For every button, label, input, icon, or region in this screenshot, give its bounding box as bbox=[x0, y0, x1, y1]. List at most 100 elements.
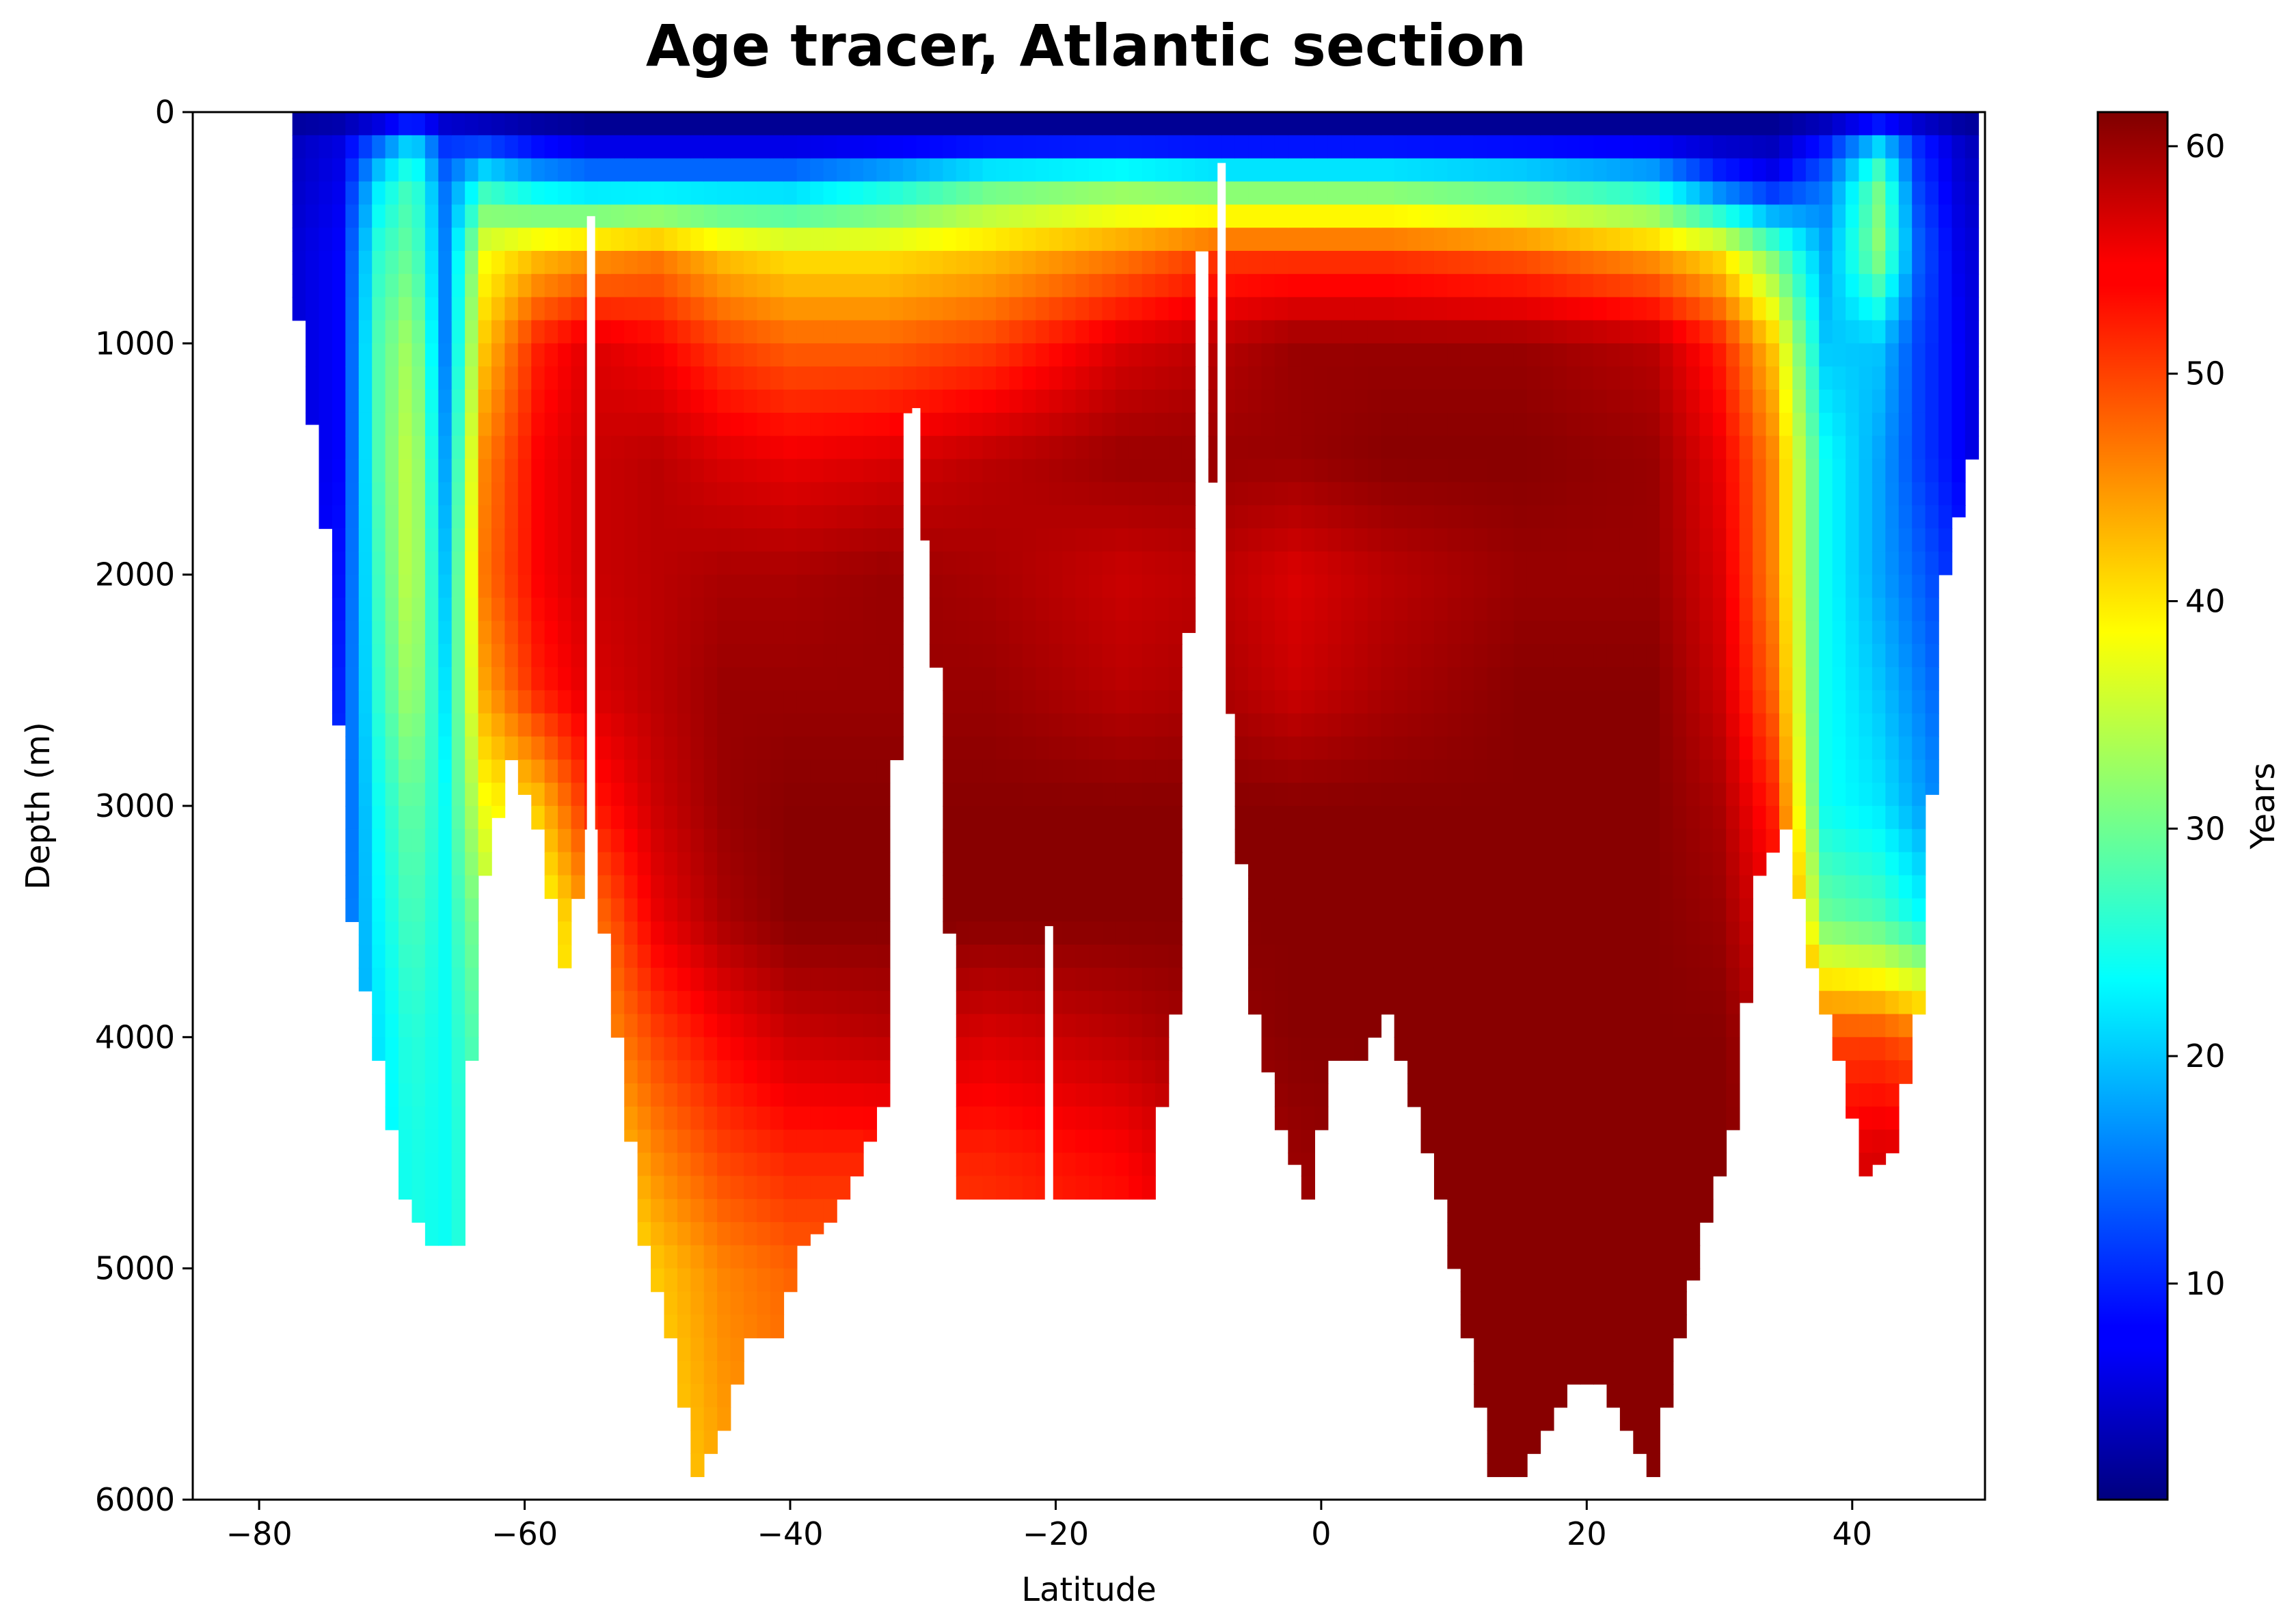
heatmap-cell bbox=[637, 736, 651, 761]
heatmap-cell bbox=[1407, 945, 1422, 969]
heatmap-cell bbox=[1075, 435, 1090, 460]
heatmap-cell bbox=[664, 621, 678, 645]
heatmap-cell bbox=[1327, 459, 1342, 483]
heatmap-cell bbox=[1407, 251, 1422, 275]
heatmap-cell bbox=[1553, 435, 1567, 460]
heatmap-cell bbox=[1367, 667, 1382, 691]
heatmap-cell bbox=[943, 112, 957, 136]
heatmap-cell bbox=[744, 1060, 758, 1084]
heatmap-cell bbox=[1673, 898, 1687, 922]
heatmap-cell bbox=[1567, 921, 1581, 945]
heatmap-cell bbox=[1633, 1314, 1647, 1338]
heatmap-cell bbox=[889, 482, 904, 506]
heatmap-cell bbox=[1234, 852, 1249, 865]
heatmap-cell bbox=[1606, 828, 1621, 853]
heatmap-cell bbox=[1606, 505, 1621, 529]
heatmap-cell bbox=[836, 228, 851, 252]
heatmap-cell bbox=[783, 251, 798, 275]
heatmap-cell bbox=[796, 505, 811, 529]
heatmap-cell bbox=[1075, 921, 1090, 945]
heatmap-cell bbox=[544, 806, 558, 830]
heatmap-cell bbox=[1115, 621, 1130, 645]
heatmap-cell bbox=[451, 783, 465, 807]
heatmap-cell bbox=[863, 945, 878, 969]
heatmap-cell bbox=[1102, 759, 1116, 783]
heatmap-cell bbox=[1234, 482, 1249, 506]
heatmap-cell bbox=[744, 181, 758, 206]
heatmap-cell bbox=[1660, 667, 1674, 691]
heatmap-cell bbox=[1062, 736, 1077, 761]
heatmap-cell bbox=[531, 528, 545, 552]
heatmap-cell bbox=[1779, 644, 1794, 668]
heatmap-cell bbox=[810, 390, 824, 414]
heatmap-cell bbox=[345, 482, 360, 506]
heatmap-cell bbox=[1381, 806, 1395, 830]
heatmap-cell bbox=[982, 297, 997, 321]
heatmap-cell bbox=[863, 435, 878, 460]
heatmap-cell bbox=[770, 181, 785, 206]
heatmap-cell bbox=[956, 505, 970, 529]
heatmap-cell bbox=[810, 505, 824, 529]
heatmap-cell bbox=[1341, 921, 1355, 945]
heatmap-cell bbox=[1686, 112, 1701, 136]
heatmap-cell bbox=[1712, 713, 1727, 738]
heatmap-cell bbox=[1540, 783, 1554, 807]
heatmap-cell bbox=[929, 505, 944, 529]
heatmap-cell bbox=[1420, 945, 1435, 969]
heatmap-cell bbox=[1036, 597, 1050, 622]
heatmap-cell bbox=[1433, 644, 1448, 668]
heatmap-cell bbox=[744, 273, 758, 298]
heatmap-cell bbox=[1221, 112, 1236, 136]
heatmap-cell bbox=[1102, 1037, 1116, 1061]
heatmap-cell bbox=[1301, 412, 1315, 437]
heatmap-cell bbox=[690, 1383, 705, 1408]
heatmap-cell bbox=[1487, 644, 1501, 668]
heatmap-cell bbox=[1394, 390, 1408, 414]
heatmap-cell bbox=[996, 690, 1010, 714]
heatmap-cell bbox=[982, 228, 997, 252]
heatmap-cell bbox=[1699, 967, 1714, 992]
heatmap-cell bbox=[491, 621, 506, 645]
heatmap-cell bbox=[372, 783, 386, 807]
heatmap-cell bbox=[306, 412, 320, 425]
heatmap-cell bbox=[517, 181, 532, 206]
heatmap-cell bbox=[651, 921, 665, 945]
heatmap-cell bbox=[1593, 713, 1608, 738]
heatmap-cell bbox=[1009, 251, 1023, 275]
heatmap-cell bbox=[345, 806, 360, 830]
heatmap-cell bbox=[1753, 482, 1767, 506]
heatmap-cell bbox=[1513, 690, 1528, 714]
heatmap-cell bbox=[876, 597, 891, 622]
heatmap-cell bbox=[1567, 528, 1581, 552]
heatmap-cell bbox=[1036, 644, 1050, 668]
heatmap-cell bbox=[584, 112, 599, 136]
heatmap-cell bbox=[1288, 390, 1302, 414]
heatmap-cell bbox=[1155, 644, 1170, 668]
heatmap-cell bbox=[863, 898, 878, 922]
heatmap-cell bbox=[1487, 1291, 1501, 1316]
heatmap-cell bbox=[730, 921, 744, 945]
heatmap-cell bbox=[399, 690, 413, 714]
heatmap-cell bbox=[345, 459, 360, 483]
heatmap-cell bbox=[332, 343, 347, 367]
heatmap-cell bbox=[1089, 204, 1103, 228]
heatmap-cell bbox=[478, 759, 492, 783]
heatmap-cell bbox=[504, 528, 519, 552]
heatmap-cell bbox=[1181, 320, 1196, 344]
heatmap-cell bbox=[836, 621, 851, 645]
heatmap-cell bbox=[624, 297, 638, 321]
heatmap-cell bbox=[1062, 621, 1077, 645]
heatmap-cell bbox=[1673, 574, 1687, 599]
heatmap-cell bbox=[744, 736, 758, 761]
heatmap-cell bbox=[1327, 551, 1342, 576]
heatmap-cell bbox=[1354, 1014, 1368, 1038]
heatmap-cell bbox=[332, 228, 347, 252]
heatmap-cell bbox=[1394, 690, 1408, 714]
heatmap-cell bbox=[916, 181, 930, 206]
heatmap-cell bbox=[411, 459, 426, 483]
heatmap-cell bbox=[982, 1037, 997, 1061]
heatmap-cell bbox=[1142, 1106, 1156, 1131]
heatmap-cell bbox=[385, 783, 399, 807]
heatmap-cell bbox=[1606, 251, 1621, 275]
heatmap-cell bbox=[876, 366, 891, 390]
